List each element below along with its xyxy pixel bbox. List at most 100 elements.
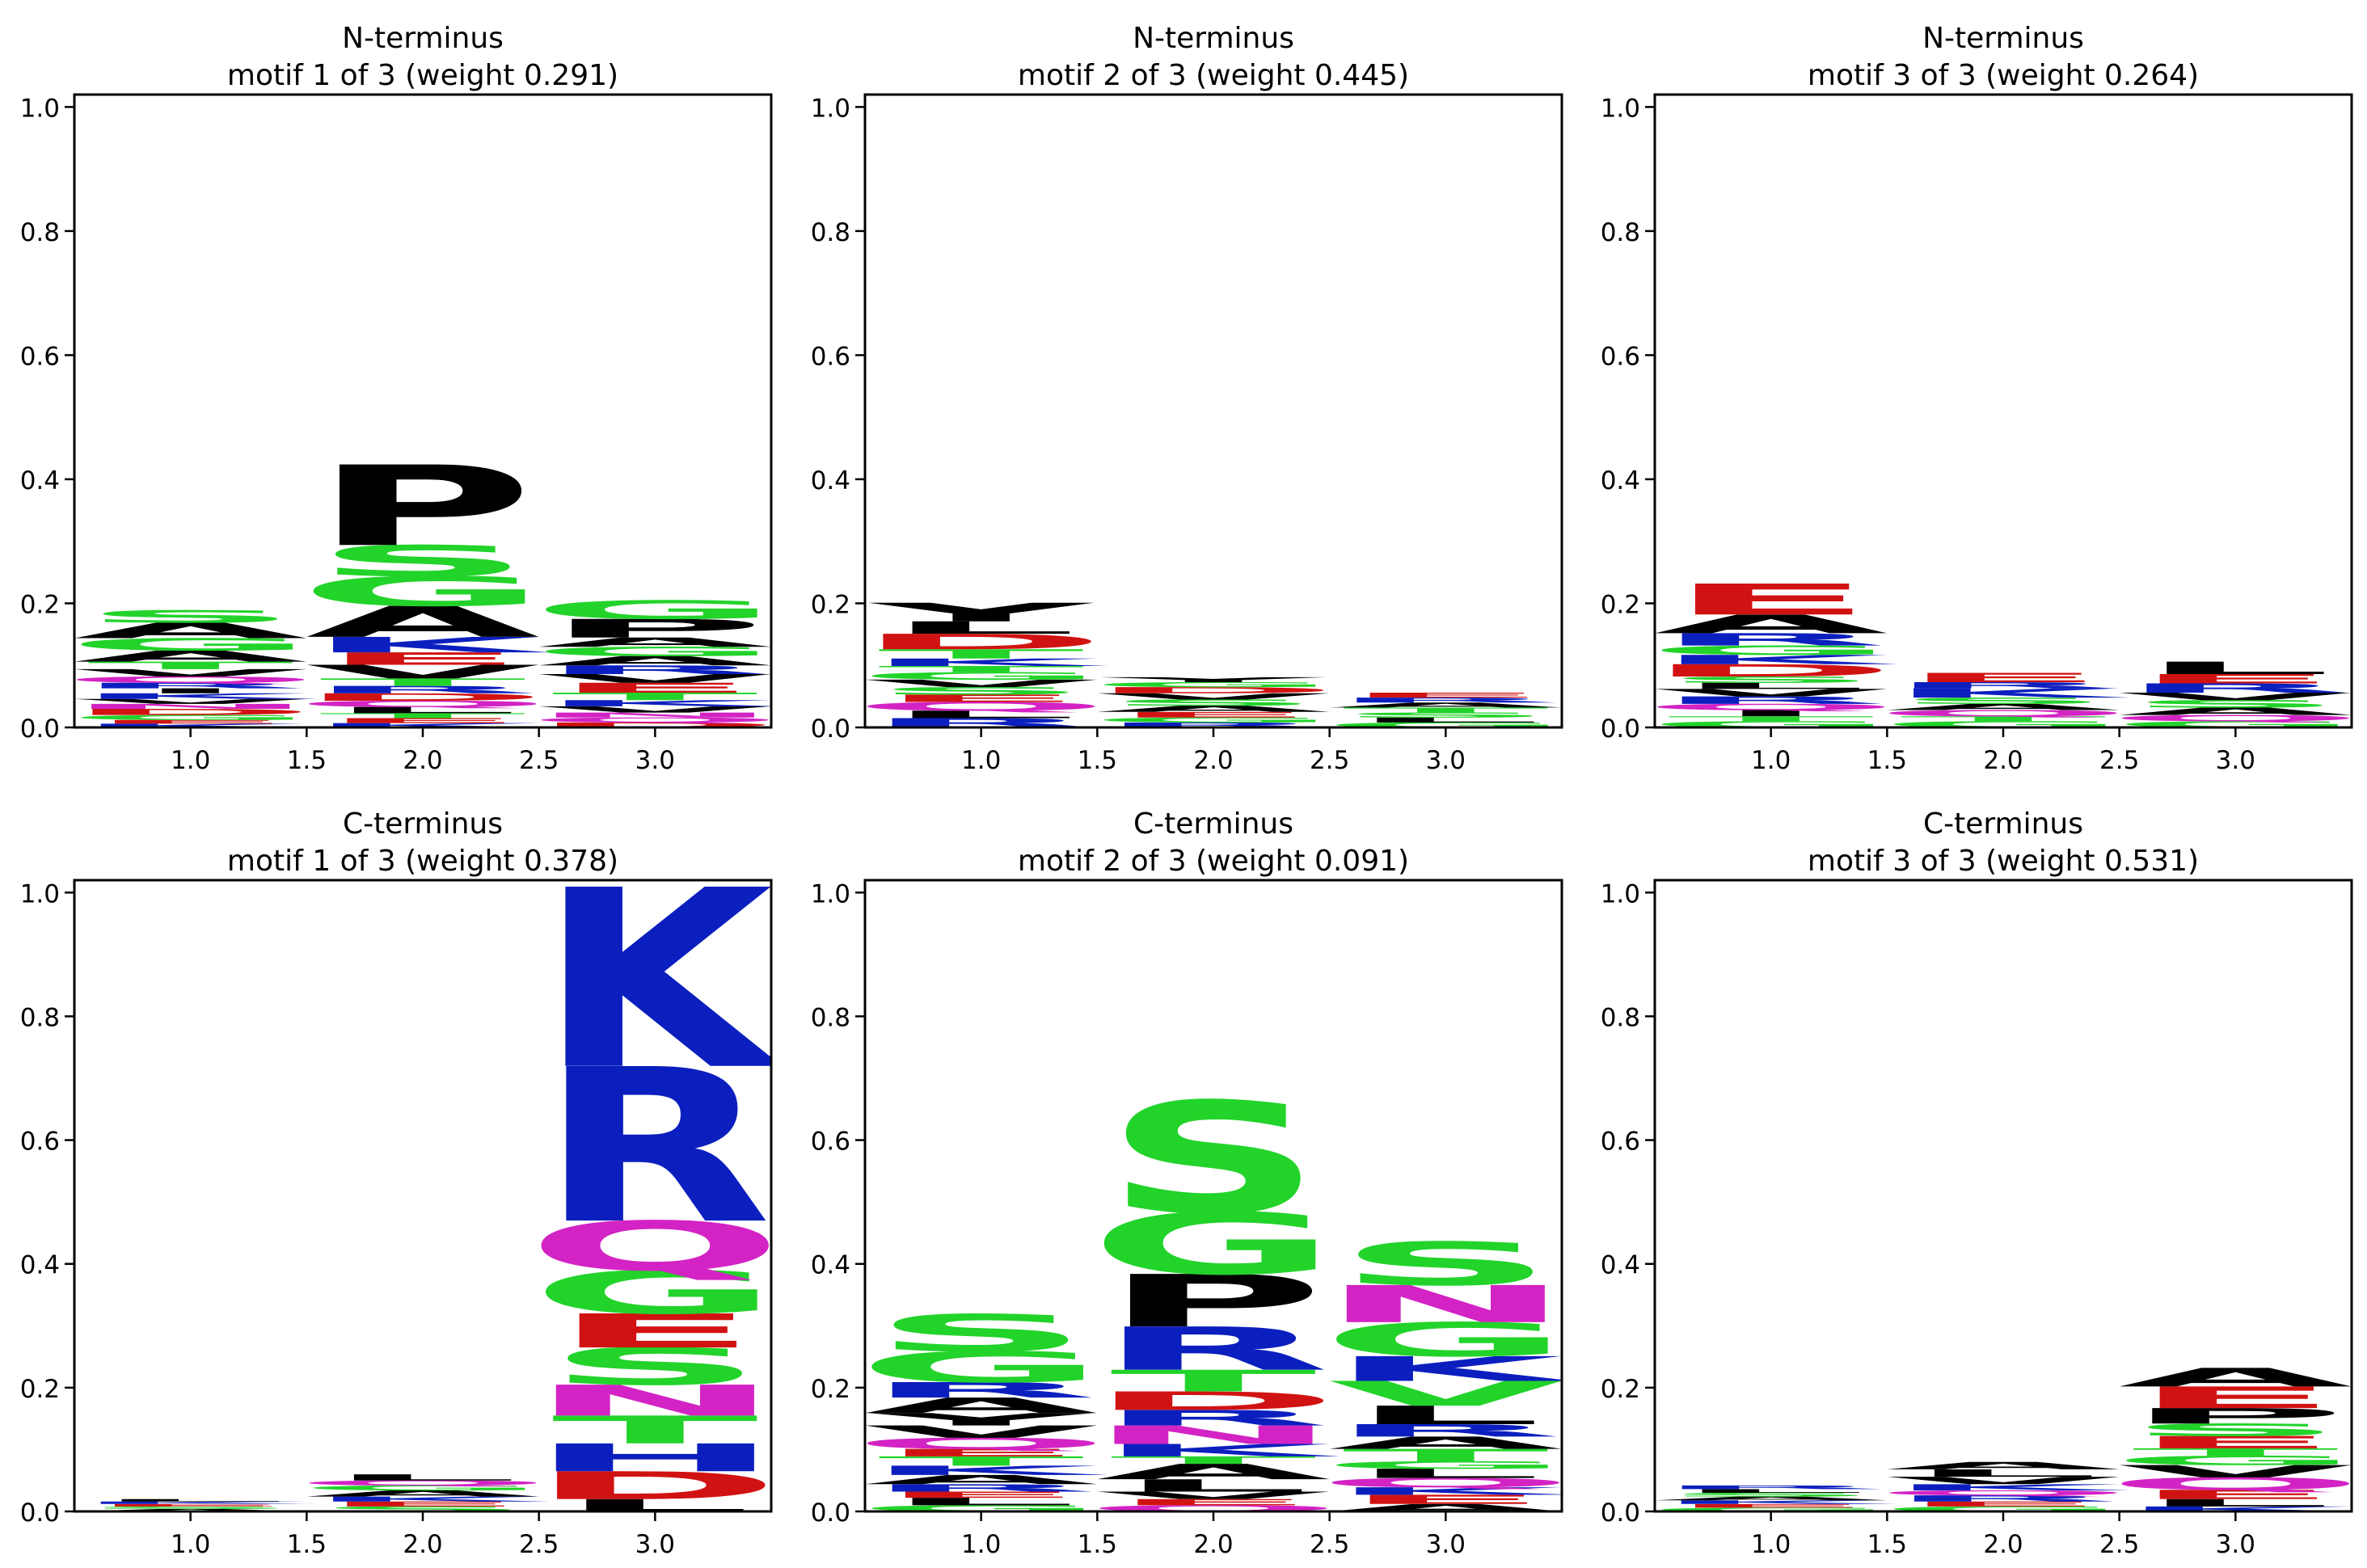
- x-tick-label: 3.0: [635, 1530, 675, 1559]
- logo-letter-d: D: [530, 1464, 781, 1508]
- y-tick-label: 0.8: [811, 218, 850, 247]
- y-tick-label: 0.4: [811, 1251, 850, 1280]
- logo-letter-q: Q: [526, 716, 784, 724]
- logo-letter-v: V: [2118, 691, 2355, 703]
- logo-letter-h: H: [528, 1436, 782, 1481]
- panel-title-line1: N-terminus: [1133, 22, 1294, 55]
- y-tick-label: 1.0: [811, 879, 850, 908]
- logo-letter-a: A: [1886, 1460, 2123, 1472]
- logo-letter-g: G: [1879, 1505, 2128, 1513]
- logo-letter-k: K: [1653, 1499, 1900, 1505]
- panel-title-line2: motif 3 of 3 (weight 0.531): [1808, 845, 2199, 878]
- logo-letter-a: A: [1886, 702, 2123, 712]
- logo-letter-e: E: [87, 1503, 294, 1507]
- y-tick-label: 0.2: [811, 1375, 850, 1404]
- logo-letter-g: G: [1089, 1195, 1338, 1293]
- y-tick-label: 1.0: [811, 94, 850, 123]
- x-tick-label: 2.0: [1193, 1530, 1233, 1559]
- logo-letter-q: Q: [852, 1435, 1110, 1452]
- logo-letter-e: E: [1342, 1492, 1549, 1507]
- logo-letter-e: E: [87, 719, 294, 725]
- logo-letter-l: L: [1349, 716, 1542, 724]
- logo-letter-k: K: [1328, 1349, 1575, 1389]
- x-tick-label: 1.5: [1078, 746, 1117, 775]
- logo-letter-k: K: [2118, 1505, 2365, 1513]
- logo-letter-s: S: [314, 1505, 532, 1513]
- logo-letter-s: S: [1662, 1492, 1880, 1498]
- logo-letter-r: R: [864, 715, 1098, 730]
- x-tick-label: 3.0: [2216, 746, 2255, 775]
- logo-letter-s: S: [1894, 696, 2112, 706]
- logo-letter-t: T: [1110, 1364, 1319, 1398]
- panel-title-line1: N-terminus: [342, 22, 504, 55]
- panel-title-line1: C-terminus: [343, 807, 503, 841]
- logo-letter-s: S: [1336, 711, 1555, 719]
- logo-letter-y: Y: [867, 597, 1094, 627]
- logo-letter-t: T: [551, 691, 760, 703]
- x-tick-label: 2.0: [1983, 746, 2023, 775]
- logo-letter-d: D: [1087, 1386, 1339, 1416]
- logo-letter-l: L: [1349, 1466, 1542, 1481]
- logo-letter-s: S: [872, 1304, 1091, 1363]
- logo-letter-v: V: [1096, 1490, 1333, 1502]
- y-tick-label: 1.0: [20, 879, 60, 908]
- logo-letter-t: T: [551, 1408, 760, 1452]
- logo-letter-v: V: [74, 698, 310, 706]
- logo-letter-t: T: [1668, 715, 1876, 723]
- logo-letter-n: N: [1319, 1275, 1572, 1334]
- logo-letter-e: E: [1110, 710, 1317, 719]
- y-tick-label: 0.6: [811, 342, 850, 371]
- x-tick-label: 1.0: [961, 746, 1001, 775]
- y-tick-label: 0.4: [811, 466, 850, 495]
- logo-letter-a: A: [538, 635, 774, 650]
- x-tick-label: 1.5: [1867, 746, 1907, 775]
- logo-letter-r: R: [1654, 630, 1888, 650]
- logo-letter-e: E: [1110, 1498, 1317, 1507]
- logo-letter-s: S: [1104, 698, 1323, 707]
- y-tick-label: 0.6: [20, 1128, 60, 1157]
- x-tick-label: 2.0: [403, 1530, 442, 1559]
- logo-letter-k: K: [306, 1495, 552, 1503]
- logo-letter-n: N: [528, 1376, 782, 1426]
- logo-letter-v: V: [538, 705, 774, 714]
- logo-letter-r: R: [538, 663, 772, 677]
- logo-letters: KEGDNVKIRQVTAGASKETLQDRTVEKAGSPDQNVKTEVR…: [66, 442, 784, 727]
- logo-letter-r: R: [74, 681, 307, 690]
- logo-letter-e: E: [551, 1305, 758, 1359]
- logo-letter-v: V: [74, 667, 310, 679]
- y-tick-label: 0.0: [1601, 1498, 1640, 1528]
- logo-letter-a: A: [306, 597, 542, 647]
- panel-title-line2: motif 3 of 3 (weight 0.264): [1808, 59, 2199, 92]
- logo-letters: GLERAKTEQVYARGSQEVLATKNRDTRPGSAEKQLGTARL…: [852, 1071, 1575, 1511]
- logo-letter-k: K: [863, 1463, 1110, 1477]
- x-tick-label: 1.5: [1867, 1530, 1907, 1559]
- y-tick-label: 0.2: [20, 590, 60, 619]
- logo-letter-s: S: [1336, 1230, 1555, 1300]
- logo-letter-r: R: [1097, 1406, 1331, 1431]
- logo-letter-e: E: [319, 1500, 526, 1508]
- logo-letter-e: E: [1900, 1500, 2107, 1508]
- logo-letter-k: K: [1653, 652, 1900, 667]
- y-tick-label: 0.2: [811, 590, 850, 619]
- logo-letter-v: V: [2118, 1461, 2355, 1481]
- logo-letter-s: S: [2126, 1420, 2344, 1439]
- logo-letter-s: S: [546, 1338, 764, 1397]
- logo-letter-e: E: [1900, 670, 2107, 685]
- panel-title-line2: motif 1 of 3 (weight 0.378): [227, 845, 618, 878]
- logo-letter-q: Q: [2107, 714, 2365, 723]
- logo-letter-e: E: [319, 649, 526, 669]
- logo-letter-s: S: [82, 1506, 300, 1510]
- logo-letter-a: A: [864, 1393, 1101, 1418]
- logo-letter-q: Q: [294, 1479, 552, 1487]
- logo-letter-k: K: [538, 837, 784, 1124]
- y-tick-label: 0.6: [1601, 342, 1640, 371]
- logo-letter-e: E: [878, 1447, 1085, 1459]
- y-tick-label: 0.2: [1601, 590, 1640, 619]
- logo-letter-s: S: [2126, 698, 2344, 710]
- x-tick-label: 3.0: [635, 746, 675, 775]
- logo-letter-g: G: [298, 1484, 547, 1492]
- logo-letter-s: S: [82, 607, 300, 627]
- logo-letter-g: G: [66, 714, 315, 722]
